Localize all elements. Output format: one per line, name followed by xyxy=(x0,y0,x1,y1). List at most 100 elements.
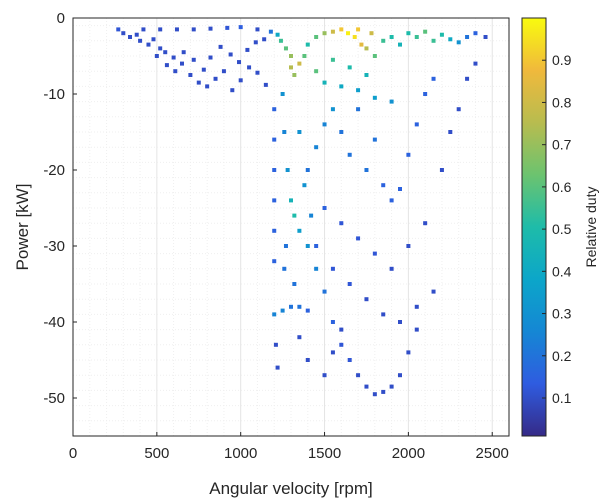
data-point xyxy=(339,27,344,32)
data-point xyxy=(381,38,386,43)
data-point xyxy=(163,50,168,55)
data-point xyxy=(138,38,143,43)
data-point xyxy=(247,65,252,70)
data-point xyxy=(356,107,361,112)
data-point xyxy=(398,42,402,47)
data-point xyxy=(201,67,206,72)
data-point xyxy=(289,198,293,203)
data-point xyxy=(121,31,126,36)
data-point xyxy=(372,137,377,142)
data-point xyxy=(356,236,361,241)
data-point xyxy=(273,342,278,347)
x-tick-label: 1500 xyxy=(308,445,341,462)
data-point xyxy=(381,312,386,317)
data-point xyxy=(372,251,377,256)
data-point xyxy=(346,31,351,36)
data-point xyxy=(448,130,453,134)
data-point xyxy=(483,35,488,39)
x-tick-label: 2500 xyxy=(476,445,509,462)
data-point xyxy=(297,304,302,309)
data-point xyxy=(305,358,310,362)
data-point xyxy=(275,365,280,370)
data-point xyxy=(134,32,139,37)
colorbar-tick-label: 0.3 xyxy=(552,306,572,322)
data-point xyxy=(448,37,453,42)
data-point xyxy=(297,228,302,233)
data-point xyxy=(423,221,428,226)
data-point xyxy=(414,122,419,127)
data-point xyxy=(314,266,319,271)
data-point xyxy=(356,373,361,378)
data-point xyxy=(330,29,335,34)
y-tick-label: -10 xyxy=(43,86,65,103)
data-point xyxy=(221,69,226,74)
grid xyxy=(72,18,510,437)
data-point xyxy=(285,168,290,172)
data-point xyxy=(364,384,369,389)
data-point xyxy=(389,35,394,39)
data-point xyxy=(208,55,213,60)
data-point xyxy=(439,32,444,37)
data-point xyxy=(305,244,310,248)
x-tick-label: 1000 xyxy=(224,445,257,462)
data-point xyxy=(389,266,394,271)
data-point xyxy=(237,60,242,65)
data-point xyxy=(314,145,319,150)
data-point xyxy=(263,82,268,87)
data-point xyxy=(322,206,327,210)
data-point xyxy=(292,73,297,77)
y-tick-label: -50 xyxy=(43,390,65,407)
data-point xyxy=(352,35,357,39)
data-point xyxy=(272,312,277,317)
data-point xyxy=(330,107,335,112)
data-point xyxy=(364,297,369,302)
plot-background xyxy=(73,18,509,436)
data-point xyxy=(322,373,327,378)
data-point xyxy=(205,84,210,89)
data-point xyxy=(431,76,436,81)
colorbar-tick-label: 0.6 xyxy=(552,179,572,195)
data-point xyxy=(423,29,428,34)
data-point xyxy=(238,78,243,83)
data-point xyxy=(297,335,302,340)
data-point xyxy=(322,122,327,127)
data-point xyxy=(280,92,285,96)
colorbar xyxy=(521,17,547,437)
data-point xyxy=(297,61,302,66)
data-point xyxy=(381,389,386,394)
data-point xyxy=(255,70,260,75)
y-tick-label: -30 xyxy=(43,238,65,255)
data-point xyxy=(116,27,121,32)
data-point xyxy=(272,259,277,264)
data-point xyxy=(347,282,352,286)
data-point xyxy=(398,187,402,191)
data-point xyxy=(253,40,258,45)
data-point xyxy=(431,289,436,294)
data-point xyxy=(141,27,146,32)
data-point xyxy=(330,350,335,355)
data-point xyxy=(322,80,327,85)
y-axis: 0 -10 -20 -30 -40 -50 xyxy=(43,10,77,407)
data-point xyxy=(305,42,310,47)
data-point xyxy=(309,213,314,218)
colorbar-tick-label: 0.1 xyxy=(552,390,572,406)
data-point xyxy=(347,358,352,362)
data-point xyxy=(225,25,230,30)
data-point xyxy=(191,27,196,32)
x-axis: 0 500 1000 1500 2000 2500 xyxy=(69,432,509,462)
data-point xyxy=(297,130,302,134)
data-point xyxy=(305,308,310,313)
data-point xyxy=(314,69,319,74)
data-point xyxy=(398,320,402,324)
data-point xyxy=(347,65,352,70)
data-point xyxy=(431,38,436,43)
data-point xyxy=(146,42,151,47)
colorbar-title: Relative duty xyxy=(583,187,599,268)
data-point xyxy=(406,31,411,36)
data-point xyxy=(465,35,470,39)
plot-frame xyxy=(72,17,510,437)
x-tick-label: 0 xyxy=(69,445,77,462)
data-point xyxy=(262,37,267,42)
colorbar-axis: 0.1 0.2 0.3 0.4 0.5 0.6 0.7 0.8 0.9 xyxy=(542,52,572,406)
data-point xyxy=(158,46,163,51)
